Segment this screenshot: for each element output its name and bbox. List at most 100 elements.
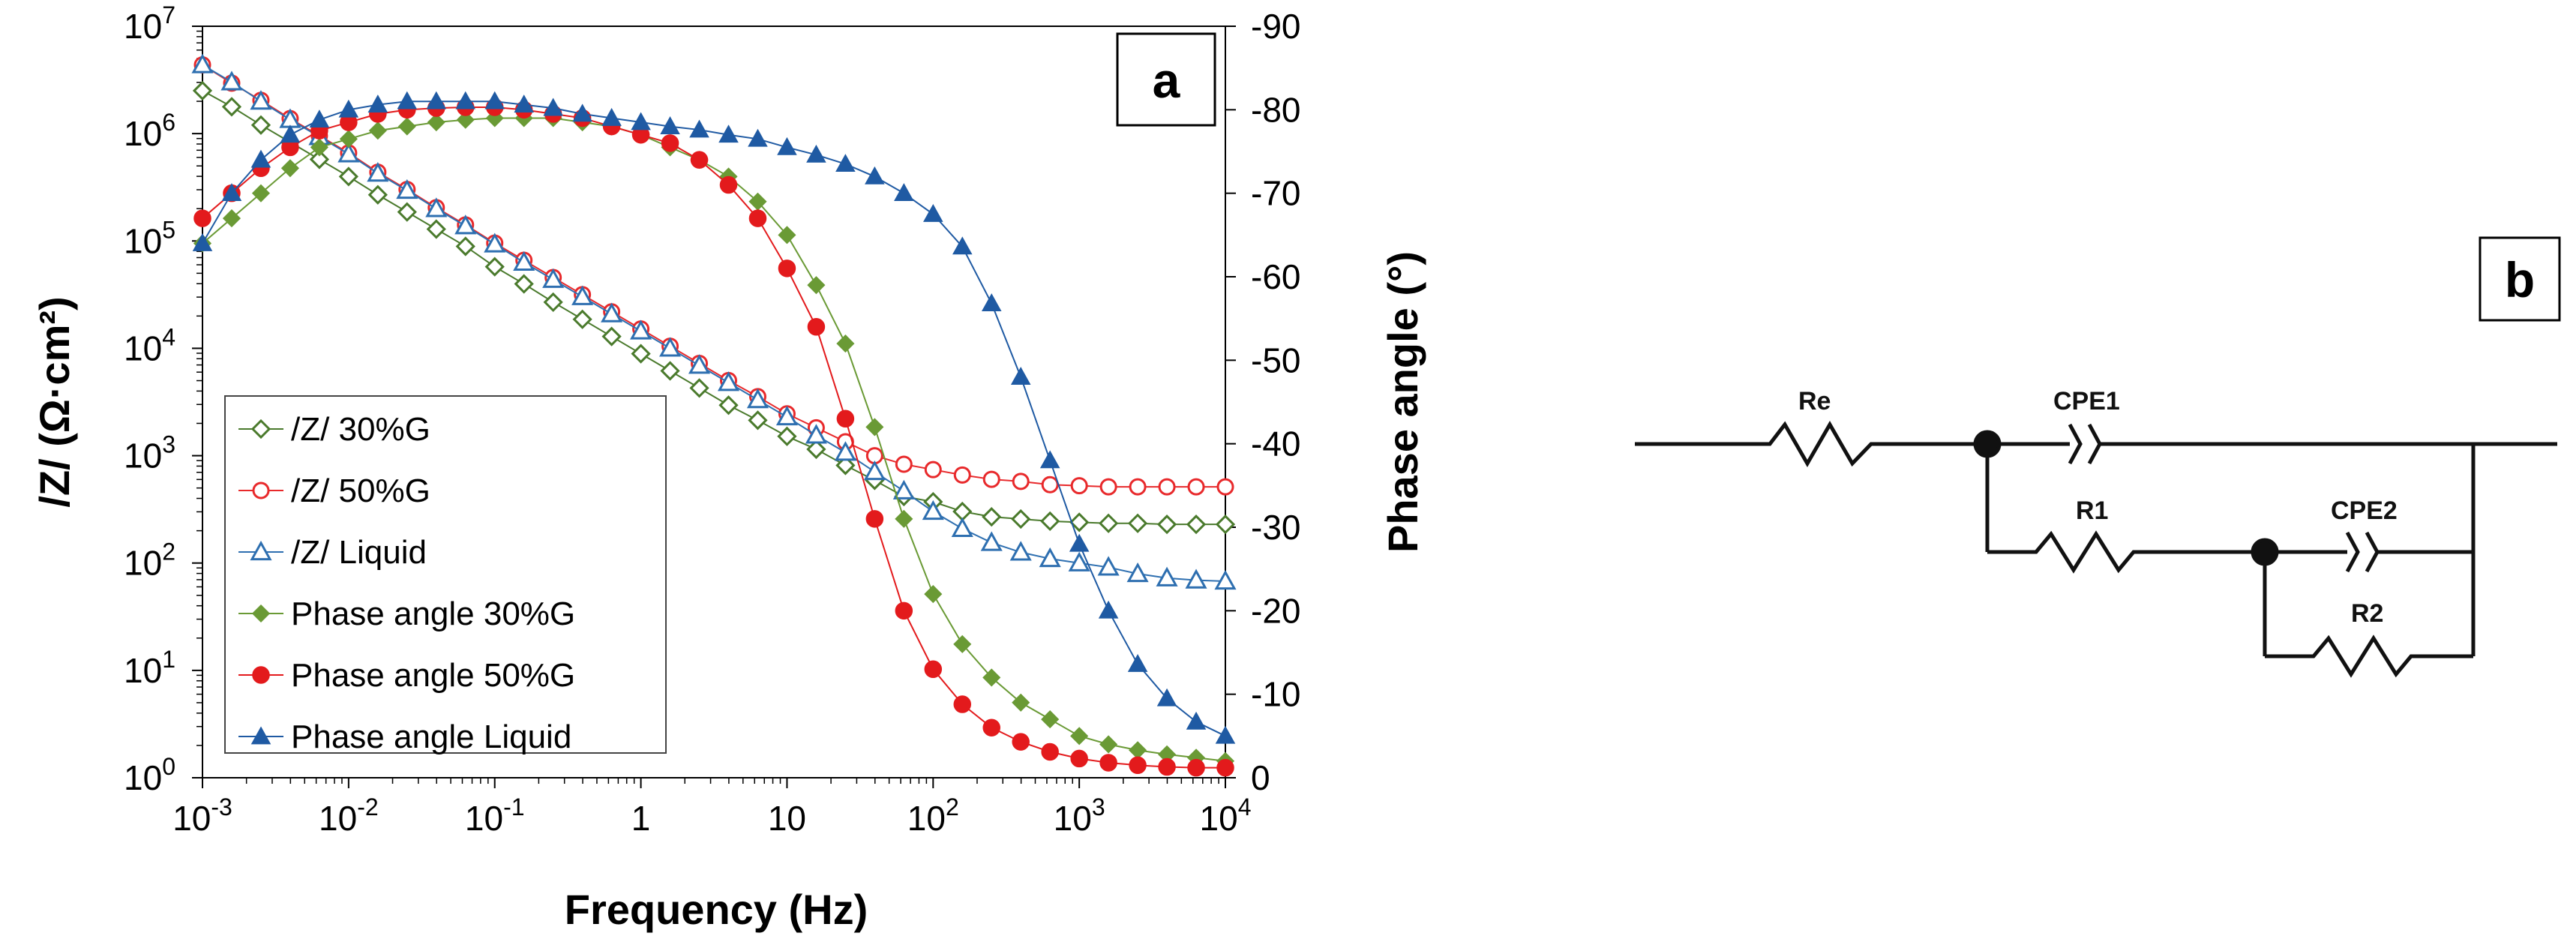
- data-point: [1158, 758, 1176, 776]
- legend-label: Phase angle Liquid: [291, 718, 571, 755]
- y2-tick-label: -70: [1251, 174, 1300, 213]
- data-point: [1185, 568, 1207, 589]
- data-point: [309, 110, 330, 128]
- data-point: [748, 209, 767, 227]
- series-layer: [191, 53, 1237, 777]
- data-point: [514, 94, 534, 113]
- legend-label: /Z/ Liquid: [291, 534, 427, 571]
- data-point: [982, 718, 1000, 736]
- x-tick-label: 104: [1200, 794, 1252, 838]
- data-point: [775, 405, 798, 426]
- data-point: [484, 91, 505, 110]
- data-point: [1187, 478, 1205, 496]
- x-axis: 10-3 10-2 10-1 1 10 102 103 104: [172, 778, 1251, 838]
- data-point: [368, 122, 387, 140]
- data-point: [895, 602, 913, 620]
- r2-label: R2: [2351, 599, 2383, 628]
- data-point: [397, 91, 418, 110]
- data-point: [338, 166, 358, 187]
- data-point: [748, 128, 768, 147]
- data-point: [717, 371, 740, 392]
- data-point: [1039, 547, 1061, 568]
- y-tick-label: 104: [124, 323, 175, 368]
- data-point: [309, 149, 330, 170]
- x-tick-label: 102: [907, 794, 959, 838]
- cpe2-plate-2: [2365, 531, 2380, 573]
- data-point: [310, 138, 328, 157]
- data-point: [1099, 754, 1117, 772]
- data-point: [514, 274, 534, 294]
- data-point: [777, 136, 797, 155]
- cpe1-plate-1: [2068, 423, 2083, 465]
- data-point: [894, 183, 914, 202]
- x-tick-label: 10-1: [465, 794, 525, 838]
- legend-label: Phase angle 30%G: [291, 596, 575, 632]
- data-point: [980, 531, 1003, 551]
- data-point: [396, 178, 418, 200]
- data-point: [513, 250, 535, 272]
- data-point: [1156, 514, 1177, 535]
- data-point: [690, 151, 709, 169]
- data-point: [337, 142, 360, 163]
- y-tick-label: 100: [124, 753, 175, 797]
- data-point: [1129, 478, 1147, 496]
- data-point: [397, 202, 417, 222]
- y-axis-left: 100 101 102 103 104 105 106 107: [124, 2, 202, 797]
- data-point: [1070, 749, 1088, 768]
- x-tick-label: 1: [631, 799, 651, 838]
- y-tick-label: 101: [124, 646, 175, 690]
- data-point: [924, 585, 943, 604]
- data-point: [426, 219, 446, 239]
- data-point: [339, 130, 358, 148]
- data-point: [689, 119, 709, 138]
- y2-tick-label: -10: [1251, 675, 1300, 714]
- data-point: [1012, 733, 1030, 751]
- data-point: [660, 361, 680, 381]
- data-point: [982, 507, 1002, 527]
- x-tick-label: 10: [768, 799, 806, 838]
- data-point: [1215, 725, 1236, 744]
- y2-tick-label: -60: [1251, 257, 1300, 296]
- data-point: [601, 302, 623, 322]
- data-point: [718, 395, 739, 416]
- data-point: [1041, 710, 1060, 729]
- data-point: [658, 337, 682, 357]
- panel-b-box: [2479, 236, 2561, 322]
- data-point: [924, 660, 943, 679]
- y2-tick-label: -50: [1251, 340, 1300, 380]
- series-0: [192, 80, 1236, 535]
- data-point: [1070, 727, 1089, 746]
- data-point: [1099, 735, 1118, 754]
- data-point: [397, 117, 416, 136]
- data-point: [220, 70, 243, 91]
- data-point: [543, 98, 563, 116]
- data-point: [572, 104, 592, 122]
- data-point: [1214, 569, 1237, 590]
- data-point: [1099, 478, 1117, 496]
- data-point: [1068, 551, 1090, 572]
- y-tick-label: 103: [124, 431, 175, 476]
- data-point: [1127, 513, 1148, 533]
- data-point: [718, 124, 739, 143]
- data-point: [892, 479, 915, 500]
- x-tick-label: 103: [1054, 794, 1105, 838]
- data-point: [221, 183, 242, 202]
- data-point: [1012, 693, 1030, 712]
- data-point: [455, 91, 476, 110]
- data-point: [806, 439, 826, 460]
- data-point: [1069, 512, 1090, 532]
- data-point: [1129, 756, 1147, 775]
- data-point: [1186, 514, 1207, 535]
- legend-label: /Z/ 30%G: [291, 411, 430, 448]
- data-point: [222, 209, 241, 228]
- x-tick-label: 10-2: [319, 794, 379, 838]
- data-point: [865, 510, 884, 528]
- x-axis-title: Frequency (Hz): [565, 886, 868, 933]
- data-point: [865, 166, 885, 184]
- data-point: [367, 162, 389, 182]
- data-point: [1098, 600, 1119, 619]
- legend-marker: [252, 666, 270, 684]
- y2-tick-label: -30: [1251, 508, 1300, 547]
- data-point: [1186, 711, 1207, 730]
- data-point: [1215, 514, 1236, 535]
